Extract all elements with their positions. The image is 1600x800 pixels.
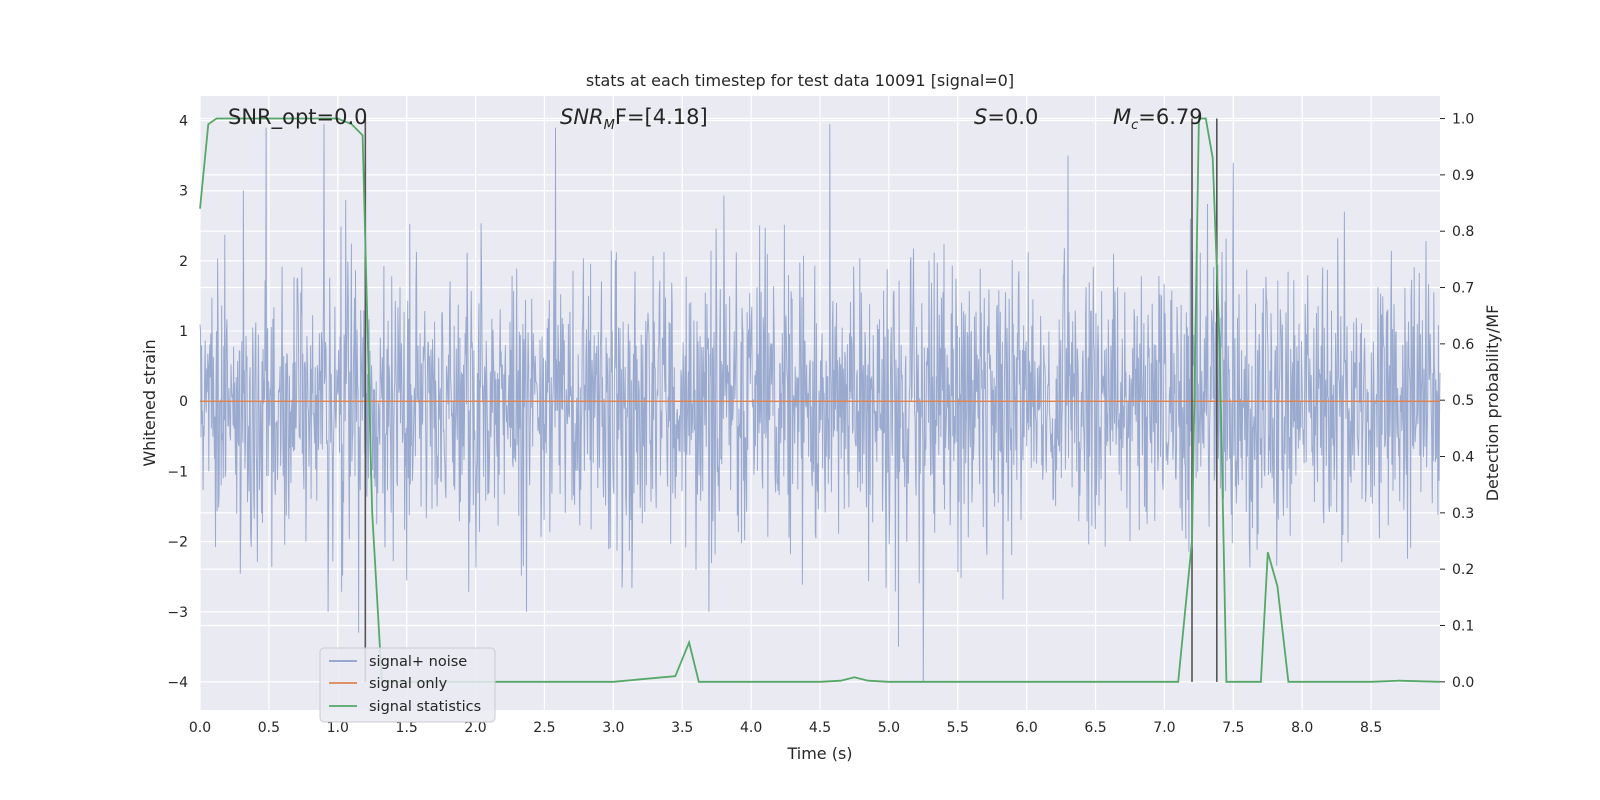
x-tick-label: 5.0 [878,720,900,736]
annotation-snr-opt: SNR_opt=0.0 [228,105,368,130]
y-left-tick-label: 1 [179,324,188,340]
x-tick-label: 3.5 [671,720,693,736]
x-tick-label: 0.5 [258,720,280,736]
y-left-tick-label: −1 [167,464,188,480]
y-right-tick-label: 1.0 [1452,112,1474,128]
y-axis-left-label: Whitened strain [140,339,159,466]
legend-label-signal-noise: signal+ noise [369,654,467,670]
series-signal-statistics [199,117,1441,683]
y-right-tick-label: 0.6 [1452,337,1474,353]
annotation-s: S=0.0 [974,105,1038,129]
x-tick-label: 7.5 [1222,720,1244,736]
annotation-mc: Mc=6.79 [1113,105,1203,133]
x-tick-label: 8.0 [1291,720,1313,736]
x-tick-label: 1.5 [396,720,418,736]
y-left-tick-label: 2 [179,254,188,270]
legend-label-signal-only: signal only [369,676,448,692]
legend: signal+ noise signal only signal statist… [319,647,496,723]
y-right-tick-label: 0.3 [1452,506,1474,522]
x-axis-label: Time (s) [786,744,852,763]
annotation-mc-main: M [1113,105,1131,129]
y-axis-right-ticks: 1.0 0.9 0.8 0.7 0.6 0.5 0.4 0.3 0.2 0.1 0.0 [1440,112,1474,691]
annotation-s-main: S [974,105,987,129]
y-right-tick-label: 0.9 [1452,168,1474,184]
x-tick-label: 0.0 [189,720,211,736]
y-left-tick-label: 4 [179,114,188,130]
annotation-snr-mf-rest: F=[4.18] [615,105,708,129]
y-left-tick-label: −4 [167,675,188,691]
y-left-tick-label: −2 [167,535,188,551]
y-right-tick-label: 0.4 [1452,450,1474,466]
chart-title: stats at each timestep for test data 100… [586,71,1014,90]
x-tick-label: 5.5 [947,720,969,736]
signal-noise-line [199,124,1441,682]
annotation-mc-rest: =6.79 [1138,105,1202,129]
x-tick-label: 7.0 [1153,720,1175,736]
x-tick-label: 4.0 [740,720,762,736]
annotation-snr-mf-sub: M [604,118,615,133]
annotation-s-rest: =0.0 [987,105,1038,129]
y-axis-right-label: Detection probability/MF [1483,305,1502,502]
x-tick-label: 3.0 [602,720,624,736]
y-left-tick-label: 0 [179,394,188,410]
y-right-tick-label: 0.0 [1452,675,1474,691]
y-right-tick-label: 0.2 [1452,562,1474,578]
y-right-tick-label: 0.8 [1452,224,1474,240]
legend-label-signal-statistics: signal statistics [369,699,481,715]
x-tick-label: 4.5 [809,720,831,736]
x-tick-label: 8.5 [1360,720,1382,736]
x-tick-label: 2.0 [464,720,486,736]
y-left-tick-label: −3 [167,605,188,621]
y-right-tick-label: 0.5 [1452,393,1474,409]
y-axis-left-ticks: 4 3 2 1 0 −1 −2 −3 −4 [167,114,188,691]
y-right-tick-label: 0.1 [1452,619,1474,635]
y-right-tick-label: 0.7 [1452,281,1474,297]
y-left-tick-label: 3 [179,184,188,200]
x-tick-label: 1.0 [327,720,349,736]
legend-box [319,647,496,723]
annotation-snr-mf: SNRMF=[4.18] [560,105,708,133]
annotation-snr-mf-main: SNR [560,105,604,129]
annotation-mc-sub: c [1131,118,1138,133]
x-axis-ticks: 0.0 0.5 1.0 1.5 2.0 2.5 3.0 3.5 4.0 4.5 5.0 5.5 6.0 6… [189,720,1382,736]
x-tick-label: 2.5 [533,720,555,736]
signal-statistics-line [199,117,1441,683]
x-tick-label: 6.5 [1084,720,1106,736]
x-tick-label: 6.0 [1016,720,1038,736]
series-signal-noise [199,124,1441,682]
